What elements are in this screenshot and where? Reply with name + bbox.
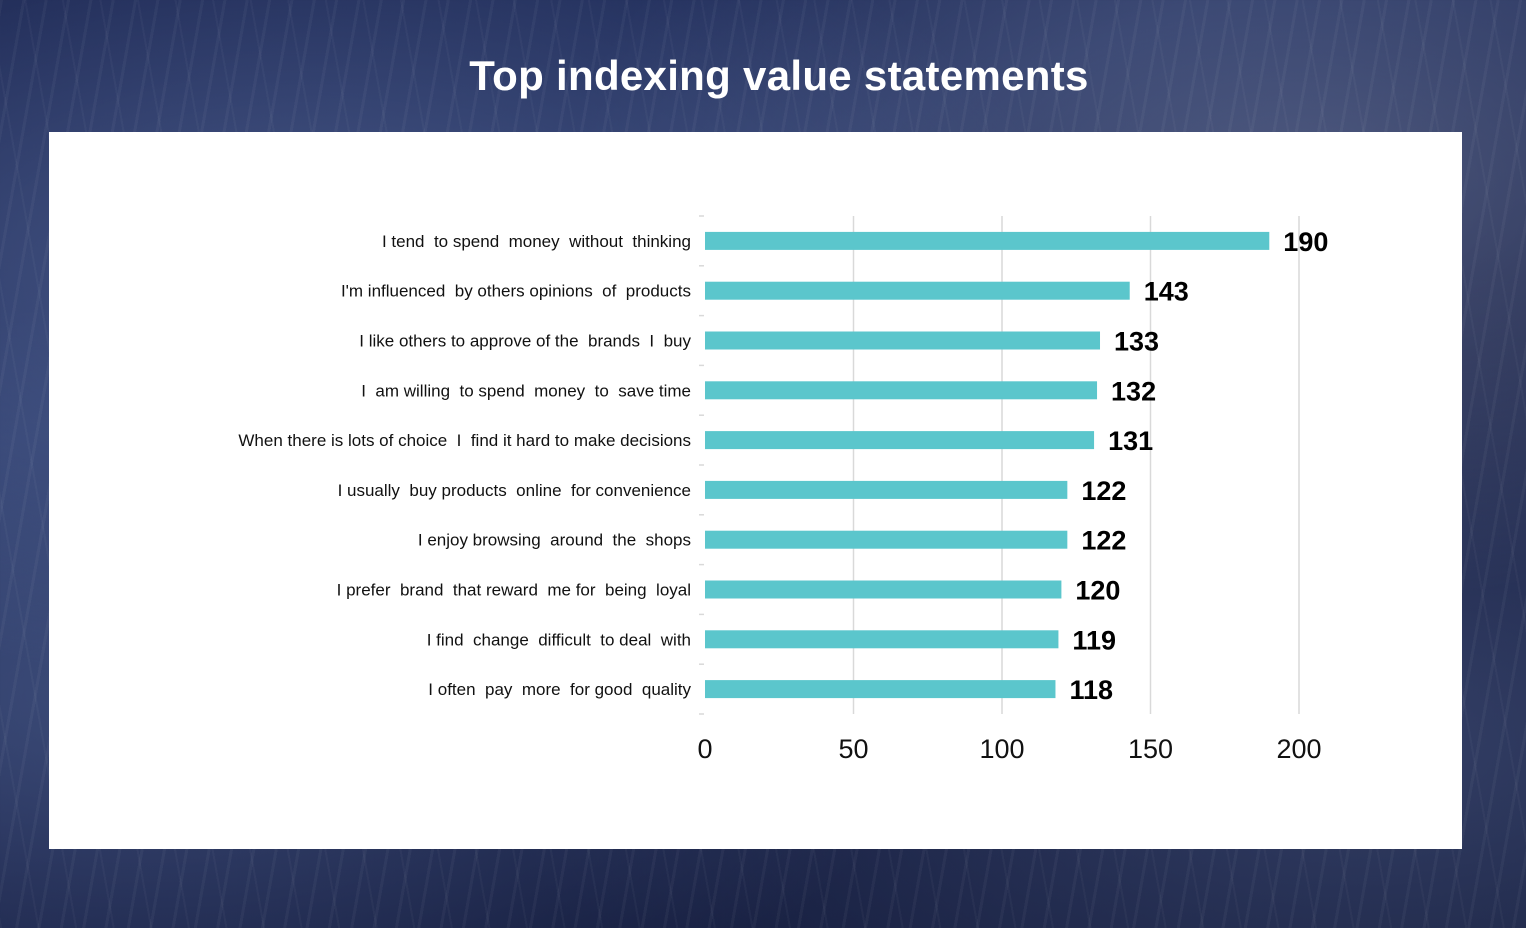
value-label: 143 [1144,277,1189,307]
bar [705,231,1270,250]
category-label: I'm influenced by others opinions of pro… [341,282,691,301]
category-label: When there is lots of choice I find it h… [238,431,691,450]
category-label: I tend to spend money without thinking [382,232,691,251]
value-label: 132 [1111,376,1156,406]
bar [705,281,1130,300]
value-label: 131 [1108,426,1153,456]
category-label: I often pay more for good quality [428,680,691,699]
category-label: I like others to approve of the brands I… [359,332,691,351]
value-label: 120 [1075,576,1120,606]
category-label: I enjoy browsing around the shops [418,531,691,550]
x-tick-label: 150 [1128,734,1173,764]
bar [705,431,1095,450]
value-label: 122 [1081,526,1126,556]
value-label: 190 [1283,227,1328,257]
x-tick-label: 50 [838,734,868,764]
category-label: I prefer brand that reward me for being … [337,581,691,600]
value-label: 119 [1072,625,1116,655]
bar [705,530,1068,549]
chart-panel: I tend to spend money without thinking I'… [49,132,1462,849]
value-label: 133 [1114,327,1159,357]
value-label: 122 [1081,476,1126,506]
bar [705,331,1101,350]
bars [705,231,1270,699]
category-label: I find change difficult to deal with [427,630,691,649]
bar [705,580,1062,599]
page-title: Top indexing value statements [469,52,1089,99]
bar [705,630,1059,649]
category-label: I usually buy products online for conven… [338,481,691,500]
bar-chart: I tend to spend money without thinking I'… [238,215,1328,764]
category-labels: I tend to spend money without thinking I'… [238,232,691,699]
y-axis [699,215,704,715]
bar [705,480,1068,499]
category-label: I am willing to spend money to save time [361,381,691,400]
bar [705,381,1098,400]
x-tick-label: 100 [979,734,1024,764]
x-axis-ticks: 0 50 100 150 200 [697,734,1321,764]
x-tick-label: 200 [1276,734,1321,764]
value-label: 118 [1069,675,1113,705]
value-labels: 190 143 133 132 131 122 122 120 119 118 [1069,227,1328,705]
bar [705,680,1056,699]
x-tick-label: 0 [697,734,712,764]
